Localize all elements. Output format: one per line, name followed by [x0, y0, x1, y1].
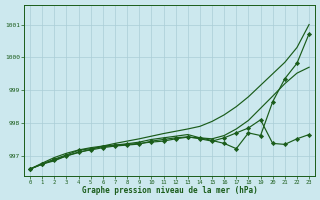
X-axis label: Graphe pression niveau de la mer (hPa): Graphe pression niveau de la mer (hPa)	[82, 186, 258, 195]
